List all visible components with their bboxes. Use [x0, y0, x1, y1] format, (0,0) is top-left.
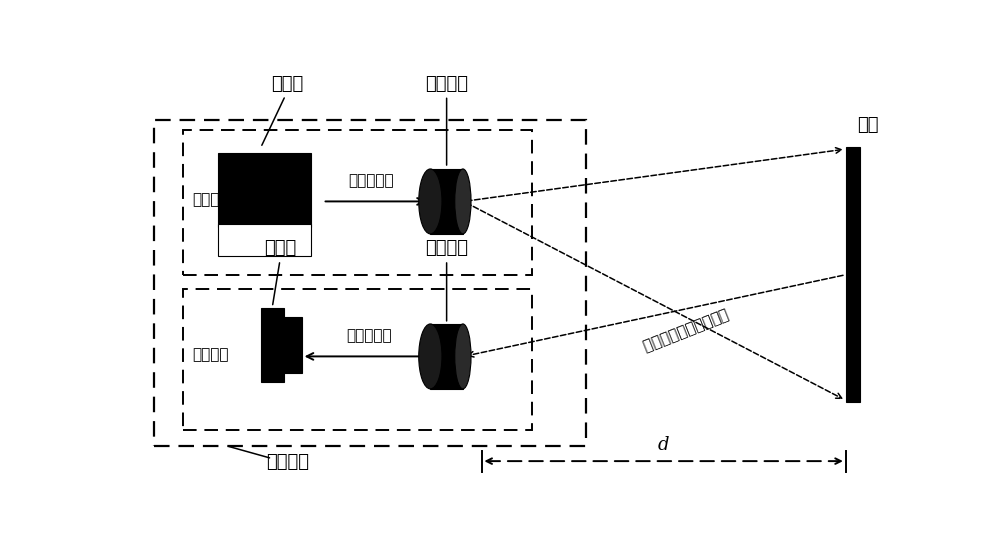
Text: 发射装置: 发射装置: [192, 192, 229, 207]
Text: 接收装置: 接收装置: [192, 347, 229, 362]
Text: 探测光信号: 探测光信号: [349, 173, 394, 188]
Text: 探测器: 探测器: [264, 239, 296, 257]
Bar: [430, 324, 463, 389]
Text: 物体: 物体: [857, 116, 878, 134]
Text: 接收窗口: 接收窗口: [425, 239, 468, 257]
Bar: [846, 147, 860, 403]
Text: 激光雷达: 激光雷达: [266, 453, 309, 472]
Bar: [183, 289, 532, 430]
Ellipse shape: [419, 324, 442, 389]
Ellipse shape: [455, 169, 471, 234]
Bar: [218, 153, 311, 226]
Bar: [282, 317, 302, 373]
Bar: [183, 130, 532, 275]
Ellipse shape: [455, 324, 471, 389]
Bar: [154, 120, 586, 447]
Text: 激光器: 激光器: [272, 75, 304, 92]
Text: 回波光信号: 回波光信号: [346, 328, 392, 343]
Bar: [261, 308, 284, 381]
Bar: [218, 225, 311, 256]
Bar: [430, 169, 463, 234]
Text: 反射光信号和噪声信号: 反射光信号和噪声信号: [639, 305, 729, 353]
Text: d: d: [658, 436, 669, 454]
Text: 发射窗口: 发射窗口: [425, 75, 468, 92]
Ellipse shape: [419, 169, 442, 234]
